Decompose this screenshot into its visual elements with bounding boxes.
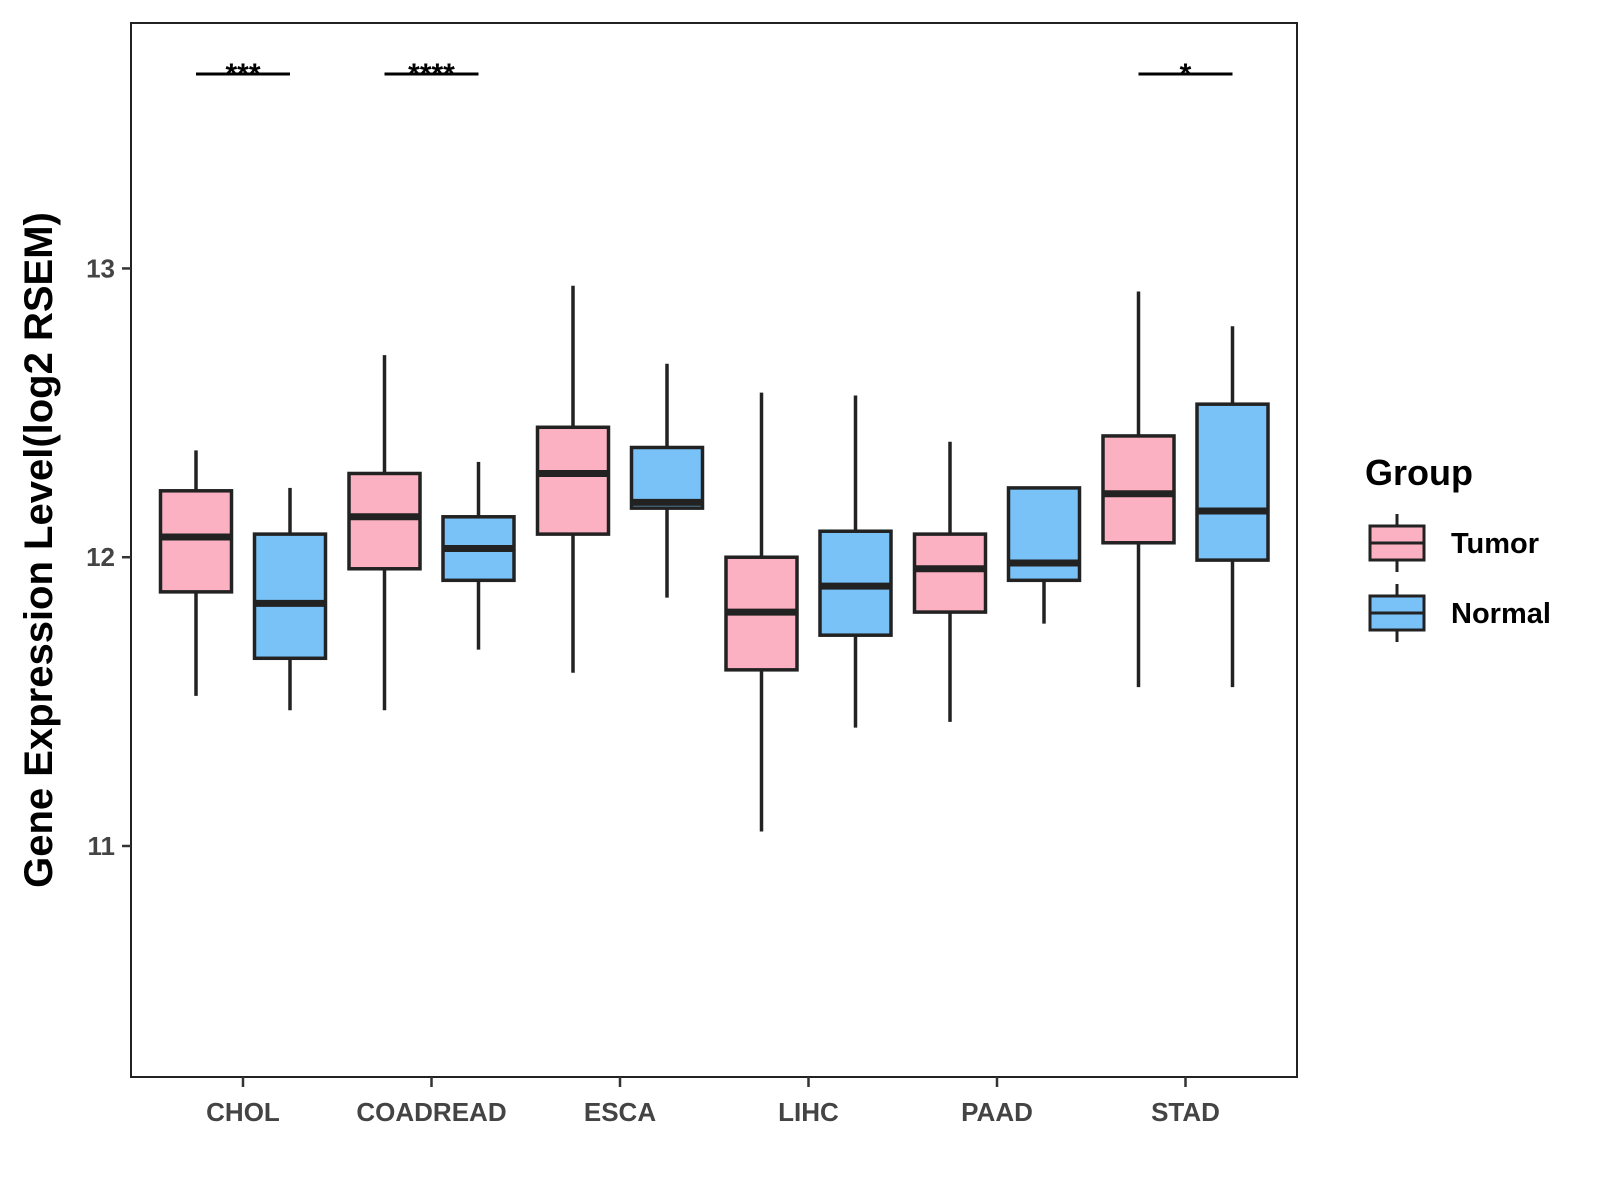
legend-label: Normal	[1451, 598, 1551, 630]
legend: Group Tumor Normal	[1365, 452, 1551, 642]
box-tumor-paad	[912, 441, 988, 722]
box-normal-chol	[252, 487, 328, 711]
significance-stad: *	[1138, 58, 1233, 91]
box-tumor-coadread	[347, 355, 422, 711]
box-normal-stad	[1195, 326, 1270, 688]
box-body	[1195, 402, 1270, 562]
legend-title: Group	[1365, 452, 1473, 493]
box-tumor-lihc	[724, 392, 799, 832]
y-tick-label: 12	[86, 542, 115, 572]
x-axis: CHOL COADREAD ESCA LIHC PAAD STAD	[206, 1077, 1220, 1127]
significance-coadread: ****	[384, 58, 479, 91]
significance-label: ***	[225, 58, 260, 91]
boxes-layer	[158, 285, 1270, 832]
significance-label: *	[1180, 58, 1192, 91]
legend-item-normal: Normal	[1368, 584, 1551, 642]
box-tumor-chol	[158, 450, 234, 696]
box-normal-paad	[1006, 486, 1082, 624]
y-tick-label: 11	[88, 831, 116, 861]
box-tumor-stad	[1101, 291, 1176, 688]
box-body	[347, 471, 422, 571]
box-body	[629, 445, 705, 510]
significance-layer: *** **** *	[196, 58, 1233, 91]
significance-label: ****	[408, 58, 455, 91]
box-body	[535, 425, 611, 536]
box-body	[912, 532, 988, 614]
box-normal-lihc	[818, 395, 893, 728]
x-tick-label: COADREAD	[356, 1097, 506, 1127]
significance-chol: ***	[196, 58, 290, 91]
legend-item-tumor: Tumor	[1368, 514, 1539, 572]
x-tick-label: STAD	[1151, 1097, 1220, 1127]
y-axis: 11 12 13	[86, 253, 131, 861]
x-tick-label: ESCA	[584, 1097, 656, 1127]
box-body	[252, 532, 328, 661]
y-tick-label: 13	[86, 253, 115, 283]
legend-label: Tumor	[1451, 528, 1539, 560]
x-tick-label: LIHC	[778, 1097, 839, 1127]
box-body	[158, 489, 234, 594]
y-axis-title: Gene Expression Level(log2 RSEM)	[17, 212, 61, 888]
box-tumor-esca	[535, 285, 611, 673]
box-body	[1101, 434, 1176, 545]
x-tick-label: CHOL	[206, 1097, 280, 1127]
x-tick-label: PAAD	[961, 1097, 1033, 1127]
box-normal-coadread	[441, 461, 516, 650]
box-normal-esca	[629, 363, 705, 598]
